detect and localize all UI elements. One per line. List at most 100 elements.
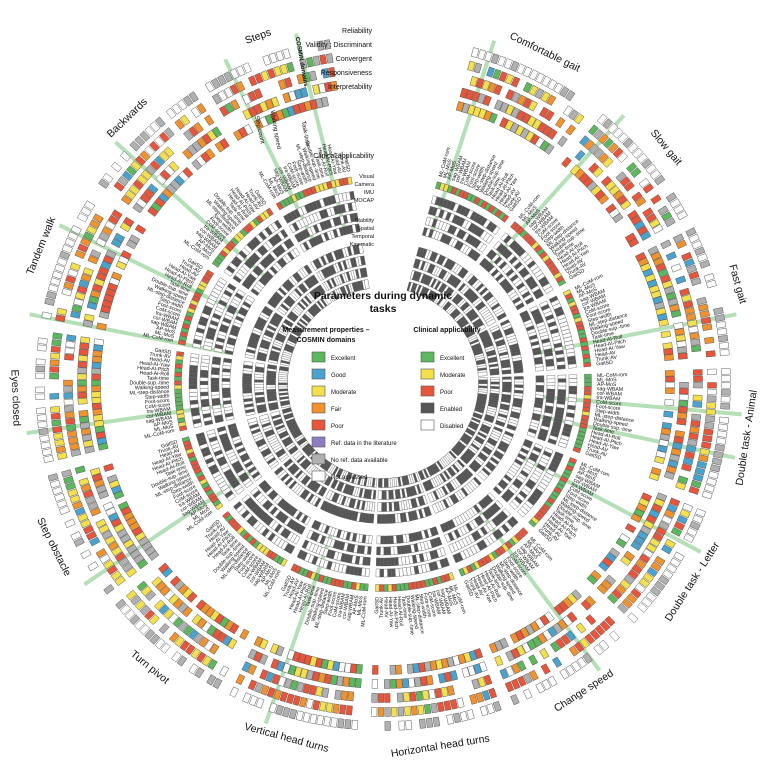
- cell-cosmin: [417, 704, 425, 715]
- legend-swatch-poor: [420, 385, 435, 397]
- cell-cosmin: [663, 354, 674, 361]
- cell-cosmin: [624, 232, 637, 243]
- cell-cosmin: [79, 415, 90, 424]
- cell-cosmin: [588, 124, 599, 136]
- cell-cosmin: [87, 561, 99, 572]
- cell-cosmin: [593, 147, 605, 160]
- cell-clinical: [391, 583, 397, 592]
- cell-cosmin: [705, 415, 716, 423]
- cell-cosmin: [483, 110, 493, 122]
- cell-cosmin: [692, 394, 703, 402]
- cell-cosmin: [578, 172, 590, 184]
- cell-clinical: [530, 241, 540, 250]
- cell-clinical: [476, 198, 485, 207]
- cell-cosmin: [703, 273, 715, 282]
- cell-cosmin: [408, 677, 416, 688]
- cell-cosmin: [459, 87, 469, 99]
- cell-cosmin: [467, 60, 476, 72]
- cell-cosmin: [661, 422, 672, 430]
- cell-cosmin: [588, 162, 600, 174]
- cell-clinical: [566, 296, 575, 304]
- legend-swatch-moderate: [420, 368, 435, 380]
- cell-domain: [398, 567, 404, 577]
- cell-clinical: [584, 378, 592, 383]
- cell-cosmin: [718, 423, 729, 431]
- cell-sensor: [465, 329, 476, 339]
- cell-cosmin: [690, 419, 701, 428]
- cell-cosmin: [63, 386, 73, 393]
- cell-clinical: [525, 235, 534, 244]
- cell-cosmin: [344, 719, 352, 730]
- cell-cosmin: [91, 367, 102, 375]
- cell-cosmin: [652, 224, 664, 234]
- cell-cosmin: [645, 163, 657, 175]
- cell-cosmin: [522, 97, 533, 109]
- cell-cosmin: [51, 419, 62, 427]
- cell-cosmin: [52, 425, 63, 434]
- cell-domain: [544, 286, 554, 294]
- cell-cosmin: [262, 54, 272, 66]
- cell-cosmin: [691, 240, 703, 250]
- cell-clinical: [541, 254, 551, 263]
- cell-cosmin: [527, 100, 538, 112]
- cell-cosmin: [425, 717, 434, 728]
- cell-cosmin: [420, 676, 428, 687]
- cell-sensor: [513, 368, 524, 374]
- cell-cosmin: [306, 56, 314, 68]
- cell-cosmin: [679, 508, 691, 519]
- cell-cosmin: [689, 426, 700, 434]
- cell-cosmin: [492, 700, 502, 712]
- cell-clinical: [176, 409, 185, 415]
- cell-cosmin: [636, 225, 649, 236]
- legend-swatch-enabled: [420, 402, 435, 414]
- cell-cosmin: [692, 369, 703, 376]
- legend-swatch-good: [311, 368, 326, 380]
- cell-cosmin: [318, 701, 327, 712]
- cell-cosmin: [677, 352, 688, 360]
- cell-cosmin: [690, 277, 702, 287]
- cell-clinical: [480, 200, 488, 209]
- cell-cosmin: [660, 239, 672, 250]
- cell-cosmin: [648, 218, 661, 229]
- clinical-row-label: Clinical applicability: [313, 153, 374, 160]
- cell-cosmin: [537, 121, 548, 134]
- cell-domain: [557, 441, 568, 449]
- cell-cosmin: [275, 704, 284, 716]
- cell-clinical: [379, 584, 384, 592]
- cell-cosmin: [286, 693, 295, 705]
- cell-cosmin: [92, 350, 103, 358]
- diagram-title: Parameters during dynamic: [314, 290, 452, 302]
- cell-cosmin: [325, 53, 334, 64]
- cell-clinical: [562, 289, 572, 297]
- cell-cosmin: [691, 345, 702, 353]
- cell-cosmin: [390, 678, 397, 689]
- cell-clinical: [566, 461, 576, 468]
- legend-label: Fair: [331, 407, 341, 413]
- cell-cosmin: [316, 715, 325, 726]
- cell-clinical: [557, 279, 567, 287]
- cell-cosmin: [77, 391, 88, 399]
- cell-clinical: [363, 583, 369, 592]
- cell-clinical: [528, 238, 537, 247]
- cell-cosmin: [134, 224, 147, 235]
- cell-clinical: [583, 362, 592, 368]
- cell-cosmin: [410, 705, 418, 716]
- cell-cosmin: [642, 183, 654, 194]
- legend-label: Moderate: [440, 373, 466, 379]
- cell-cosmin: [355, 664, 363, 674]
- cell-cosmin: [91, 397, 102, 404]
- legend-label: Disabled: [440, 424, 463, 430]
- cell-domain: [199, 384, 209, 389]
- cell-domain: [557, 374, 567, 380]
- cell-clinical: [551, 268, 560, 276]
- cell-cosmin: [395, 664, 402, 675]
- cell-cosmin: [685, 444, 697, 453]
- cell-cosmin: [693, 382, 703, 389]
- cell-cosmin: [658, 318, 669, 327]
- cell-cosmin: [409, 691, 417, 702]
- cell-cosmin: [631, 191, 643, 202]
- cell-cosmin: [35, 365, 46, 373]
- cell-clinical: [538, 251, 548, 260]
- cell-clinical: [584, 382, 592, 387]
- cell-cosmin: [665, 387, 675, 394]
